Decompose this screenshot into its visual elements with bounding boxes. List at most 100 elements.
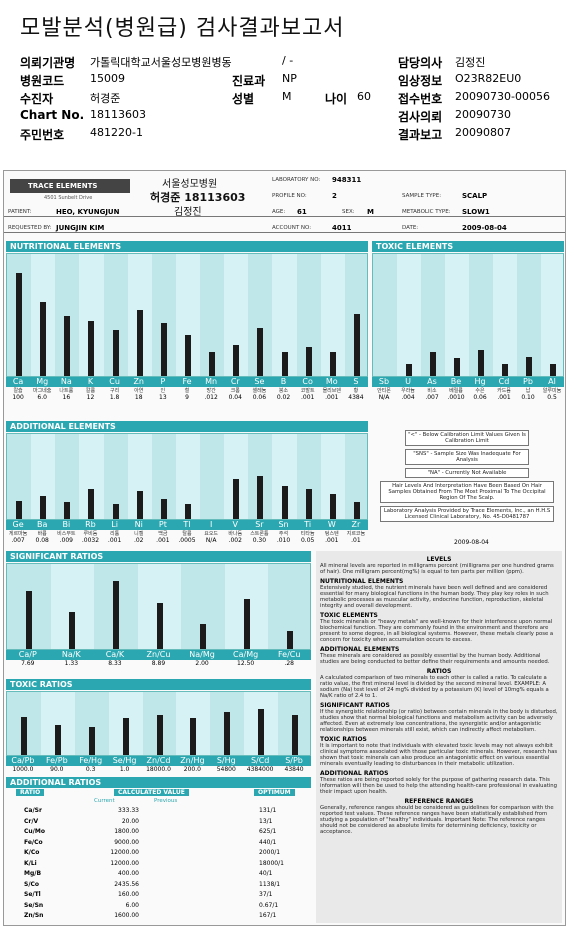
korean-name: 요오드	[204, 531, 219, 537]
korean-name: 비스무트	[57, 531, 76, 537]
note-heading: LEVELS	[426, 556, 452, 563]
level-bar	[287, 630, 294, 649]
symbol: Fe	[174, 377, 200, 387]
field-label: ACCOUNT NO:	[272, 225, 312, 231]
field-label: AGE:	[272, 209, 286, 215]
result: 9	[185, 394, 189, 401]
handwriting: 서울성모병원	[162, 179, 218, 190]
table-cell: Ca/Sr	[24, 807, 42, 814]
symbol: Ge	[6, 520, 31, 530]
level-bar	[233, 479, 240, 519]
result: 4384000	[246, 766, 274, 773]
level-bar	[550, 364, 556, 376]
field-label: SEX:	[342, 209, 355, 215]
level-bar	[233, 344, 240, 376]
symbol: Ca/K	[93, 650, 137, 660]
note-text: Extensively studied, the nutrient minera…	[320, 585, 549, 609]
result: .001	[325, 394, 339, 401]
level-bar	[136, 310, 143, 376]
info-label: 진료과	[232, 74, 266, 88]
info-value: 김정진	[455, 56, 486, 69]
level-bar	[406, 364, 412, 376]
info-value: M	[282, 90, 292, 103]
result: N/A	[205, 537, 217, 544]
section-title: TOXIC ELEMENTS	[372, 241, 564, 252]
result: .001	[107, 537, 122, 544]
level-bar	[122, 718, 129, 755]
table-cell: 2000/1	[259, 849, 281, 856]
level-bar	[20, 717, 27, 755]
info-label: 담당의사	[398, 56, 443, 70]
symbol: Fe/Hg	[73, 756, 108, 766]
result: 4384	[348, 394, 364, 401]
legend-note: "<" - Below Calibration Limit Values Giv…	[405, 430, 529, 446]
table-cell: 12000.00	[110, 849, 139, 856]
info-value: 481220-1	[90, 126, 143, 139]
divider	[4, 232, 565, 233]
field-value: SLOW1	[462, 208, 490, 216]
level-bar	[64, 502, 71, 519]
symbol: Na/Mg	[180, 650, 224, 660]
level-bar	[257, 475, 264, 519]
symbol: Na/K	[49, 650, 94, 660]
note-heading: ADDITIONAL ELEMENTS	[320, 646, 400, 653]
level-bar	[281, 485, 288, 519]
result: 54800	[216, 766, 236, 773]
level-bar	[478, 349, 484, 376]
symbol: Ca	[6, 377, 31, 387]
info-value: 20090730	[455, 108, 511, 121]
symbol: Zr	[343, 520, 368, 530]
table-cell: 167/1	[259, 912, 277, 919]
symbol: Mn	[199, 377, 224, 387]
level-bar	[502, 364, 508, 376]
korean-name: 지르코늄	[346, 531, 366, 537]
symbol: V	[223, 520, 248, 530]
symbol: Mg	[30, 377, 55, 387]
table-cell: Se/Tl	[24, 891, 41, 898]
info-label: 임상정보	[398, 74, 443, 88]
result: 0.06	[473, 394, 487, 401]
korean-name: 리튬	[109, 531, 120, 537]
result: 18	[134, 394, 143, 401]
address: 4501 Sunbelt Drive	[44, 195, 93, 201]
korean-name: 수은	[475, 388, 485, 394]
symbol: S/Cd	[243, 756, 278, 766]
logo: TRACE ELEMENTS	[10, 179, 130, 193]
result: 1.33	[64, 660, 79, 667]
symbol: Bi	[54, 520, 79, 530]
result: .007	[11, 537, 25, 544]
symbol: Ni	[126, 520, 151, 530]
table-cell: 40/1	[259, 870, 273, 877]
level-bar	[16, 272, 23, 376]
result: .009	[59, 537, 73, 544]
level-bar	[112, 330, 119, 376]
result: 200.0	[183, 766, 201, 773]
field-label: PATIENT:	[8, 209, 32, 215]
korean-name: 바나듐	[228, 531, 243, 537]
note-heading: ADDITIONAL RATIOS	[320, 770, 389, 777]
korean-name: 칼륨	[85, 388, 96, 394]
result: 43840	[284, 766, 304, 773]
plot	[6, 433, 368, 520]
plot	[372, 253, 564, 377]
note-heading: NUTRITIONAL ELEMENTS	[320, 578, 404, 585]
field-value: 2009-08-04	[462, 224, 507, 232]
symbol: S	[343, 377, 368, 387]
result: .002	[228, 537, 242, 544]
korean-name: 안티몬	[377, 388, 391, 394]
level-bar	[64, 316, 71, 376]
result: .01	[351, 537, 361, 544]
table-cell: Mg/B	[24, 870, 42, 877]
table-cell: S/Co	[24, 880, 40, 888]
note-text: A calculated comparison of two minerals …	[320, 675, 549, 699]
table-cell: Se/Sn	[24, 901, 44, 909]
level-bar	[353, 502, 360, 519]
plot	[6, 253, 368, 377]
symbol: Sr	[247, 520, 272, 530]
symbol: Mo	[319, 377, 344, 387]
field-value: JUNGJIN KIM	[56, 224, 105, 232]
level-bar	[243, 599, 250, 649]
level-bar	[329, 352, 336, 376]
symbol: Tl	[174, 520, 200, 530]
result: .0032	[81, 537, 100, 544]
